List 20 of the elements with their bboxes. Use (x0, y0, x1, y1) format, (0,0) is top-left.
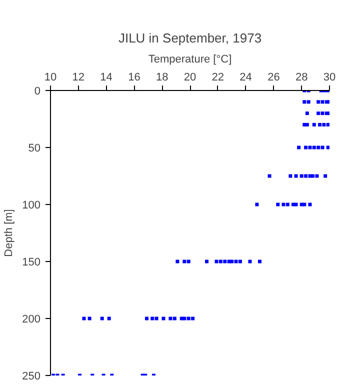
y-tick-label: 150 (22, 256, 41, 268)
x-tick-label: 18 (156, 72, 168, 84)
y-axis-title: Depth [m] (3, 209, 16, 257)
x-axis-title: Temperature [°C] (148, 54, 232, 66)
x-tick-label: 30 (323, 72, 336, 84)
x-tick-label: 22 (212, 72, 224, 84)
x-tick-label: 26 (268, 72, 280, 84)
y-tick-label: 0 (34, 86, 41, 98)
y-tick-label: 100 (22, 200, 41, 212)
x-tick-label: 12 (72, 72, 85, 84)
y-tick-label: 250 (22, 370, 41, 382)
x-tick-label: 24 (240, 72, 252, 84)
x-tick-label: 10 (44, 72, 57, 84)
x-tick-label: 20 (184, 72, 196, 84)
x-tick-label: 16 (128, 72, 140, 84)
x-tick-label: 14 (100, 72, 112, 84)
y-tick-label: 200 (22, 314, 41, 326)
y-tick-label: 50 (28, 142, 41, 154)
x-tick-label: 28 (295, 72, 308, 84)
chart-title: JILU in September, 1973 (118, 30, 262, 46)
